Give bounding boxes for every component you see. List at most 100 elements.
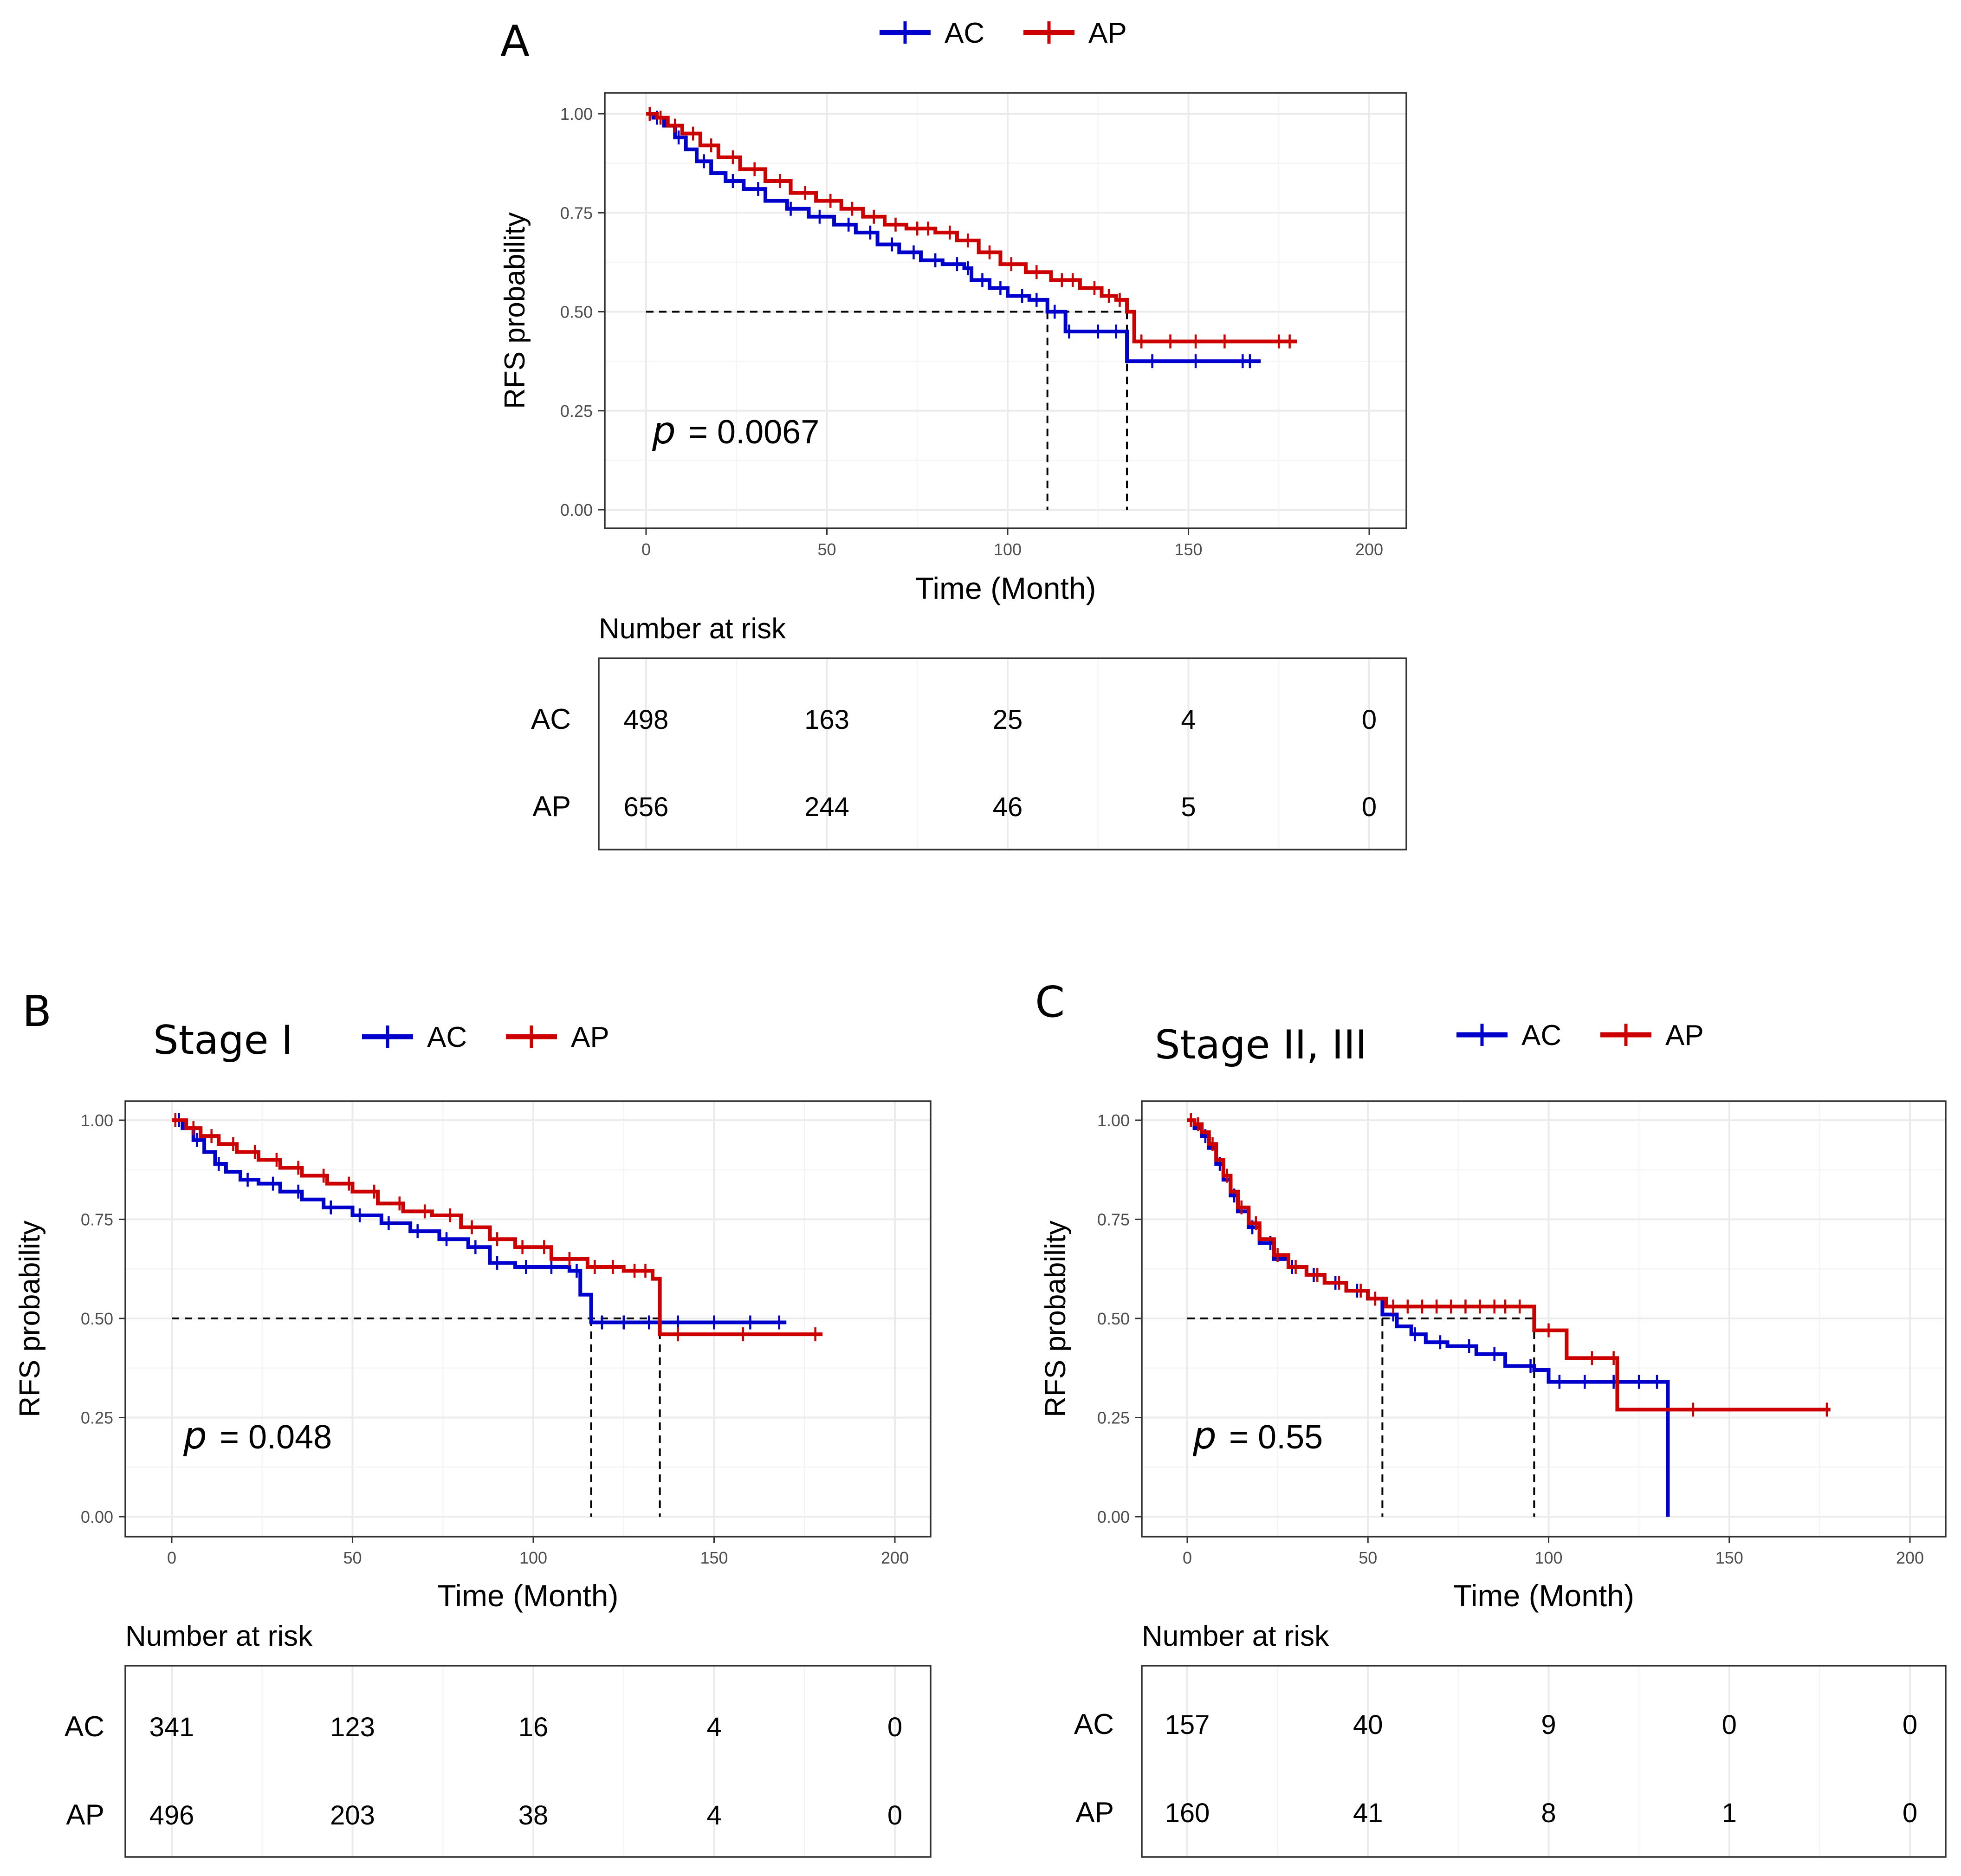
km-curve-AC xyxy=(172,1118,787,1324)
risk-table-border xyxy=(1141,1665,1947,1858)
series-AC xyxy=(1187,1113,1670,1517)
risk-cell: 46 xyxy=(993,792,1023,822)
risk-table-border xyxy=(124,1665,932,1858)
legend-entry-AP: AP xyxy=(571,1021,609,1053)
legend: AC AP xyxy=(362,1021,609,1053)
y-tick-label: 1.00 xyxy=(81,1111,113,1130)
x-tick-label: 0 xyxy=(167,1548,176,1567)
x-axis-title: Time (Month) xyxy=(1453,1578,1634,1613)
panel-subtitle: Stage II, III xyxy=(1155,1022,1367,1068)
risk-cell: 656 xyxy=(624,792,669,822)
median-lines xyxy=(172,1318,661,1517)
risk-cell: 163 xyxy=(804,705,849,735)
y-tick-label: 1.00 xyxy=(560,104,593,123)
panel-label: B xyxy=(22,987,52,1036)
panel-B: B Stage I AC AP 0 50 100 150 200 0.00 0.25 0.50 0.75… xyxy=(14,987,932,1858)
legend-entry-AP: AP xyxy=(1665,1019,1704,1052)
x-tick-label: 50 xyxy=(343,1548,362,1567)
legend-entry-AC: AC xyxy=(945,17,984,49)
x-tick-label: 150 xyxy=(1715,1548,1743,1567)
p-value-text: = 0.0067 xyxy=(688,414,819,451)
y-tick-label: 1.00 xyxy=(1097,1111,1130,1130)
risk-cell: 160 xyxy=(1165,1798,1210,1828)
series-AC xyxy=(646,110,1261,369)
km-curve-AP xyxy=(646,112,1297,344)
risk-cell: 1 xyxy=(1722,1798,1737,1828)
y-tick-label: 0.25 xyxy=(1097,1409,1130,1428)
risk-cell: 0 xyxy=(1903,1710,1917,1740)
y-tick-label: 0.00 xyxy=(560,500,593,519)
risk-cell: 40 xyxy=(1353,1710,1383,1740)
risk-cell: 9 xyxy=(1541,1710,1556,1740)
risk-cell: 41 xyxy=(1353,1798,1383,1828)
risk-cell: 0 xyxy=(887,1712,902,1742)
km-curve-AC xyxy=(646,112,1261,364)
x-tick-label: 100 xyxy=(519,1548,547,1567)
series-AP xyxy=(646,107,1297,349)
risk-cell: 8 xyxy=(1541,1798,1556,1828)
legend: AC AP xyxy=(1456,1019,1704,1052)
risk-row-label-AP: AP xyxy=(66,1799,104,1831)
risk-cell: 123 xyxy=(330,1712,375,1742)
plot-panel-border xyxy=(604,92,1407,529)
risk-cell: 157 xyxy=(1165,1710,1210,1740)
x-tick-label: 200 xyxy=(1896,1548,1924,1567)
risk-table: Number at risk AC 498 163 25 4 0 AP 656 244 46 5 0 xyxy=(531,613,1407,850)
x-tick-label: 50 xyxy=(1359,1548,1377,1567)
km-curve-AP xyxy=(1187,1118,1831,1412)
legend-entry-AC: AC xyxy=(427,1021,467,1053)
risk-row-label-AC: AC xyxy=(531,703,571,735)
x-tick-label: 50 xyxy=(817,540,836,559)
gridlines xyxy=(125,1101,931,1537)
x-tick-label: 0 xyxy=(641,540,651,559)
legend-entry-AC: AC xyxy=(1521,1019,1561,1052)
risk-cell: 0 xyxy=(1362,792,1377,822)
panel-subtitle: Stage I xyxy=(153,1017,293,1064)
y-tick-label: 0.50 xyxy=(560,303,593,322)
risk-cell: 4 xyxy=(706,1712,721,1742)
risk-cell: 25 xyxy=(993,705,1023,735)
series-AC xyxy=(172,1113,787,1330)
p-value-symbol: p xyxy=(1192,1414,1217,1457)
risk-cell: 16 xyxy=(518,1712,549,1742)
risk-table-title: Number at risk xyxy=(125,1620,313,1652)
risk-cell: 203 xyxy=(330,1800,375,1831)
risk-cell: 0 xyxy=(1362,705,1377,735)
risk-cell: 0 xyxy=(1722,1710,1737,1740)
risk-cell: 0 xyxy=(1903,1798,1917,1828)
x-tick-label: 200 xyxy=(1355,540,1383,559)
axes: 0 50 100 150 200 0.00 0.25 0.50 0.75 1.00 Time (Mo… xyxy=(1040,1111,1924,1613)
risk-table-title: Number at risk xyxy=(599,613,786,645)
risk-cell: 341 xyxy=(149,1712,194,1742)
legend: AC AP xyxy=(880,17,1127,49)
y-tick-label: 0.00 xyxy=(81,1507,113,1526)
risk-row-label-AC: AC xyxy=(65,1711,104,1743)
risk-cell: 5 xyxy=(1181,792,1196,822)
y-axis-title: RFS probability xyxy=(14,1220,46,1417)
risk-row-label-AP: AP xyxy=(532,791,571,823)
series-AP xyxy=(1187,1113,1831,1417)
p-value-text: = 0.55 xyxy=(1229,1419,1323,1456)
risk-cell: 4 xyxy=(706,1800,721,1831)
legend-entry-AP: AP xyxy=(1088,17,1127,49)
p-value-symbol: p xyxy=(183,1414,207,1457)
risk-table: Number at risk AC 341 123 16 4 0 AP 496 203 38 4 0 xyxy=(65,1620,932,1858)
x-axis-title: Time (Month) xyxy=(438,1578,619,1613)
x-tick-label: 200 xyxy=(881,1548,909,1567)
y-tick-label: 0.50 xyxy=(81,1309,113,1328)
risk-cell: 496 xyxy=(149,1800,194,1831)
risk-table-title: Number at risk xyxy=(1142,1620,1329,1652)
y-tick-label: 0.75 xyxy=(560,203,593,222)
panel-label: C xyxy=(1035,977,1065,1027)
x-tick-label: 0 xyxy=(1183,1548,1192,1567)
y-axis-title: RFS probability xyxy=(1040,1220,1072,1417)
km-curve-AP xyxy=(172,1118,823,1337)
risk-cell: 0 xyxy=(887,1800,902,1831)
x-tick-label: 150 xyxy=(700,1548,728,1567)
x-tick-label: 150 xyxy=(1174,540,1202,559)
risk-row-label-AP: AP xyxy=(1075,1797,1114,1829)
y-tick-label: 0.75 xyxy=(81,1210,113,1229)
x-tick-label: 100 xyxy=(1534,1548,1562,1567)
